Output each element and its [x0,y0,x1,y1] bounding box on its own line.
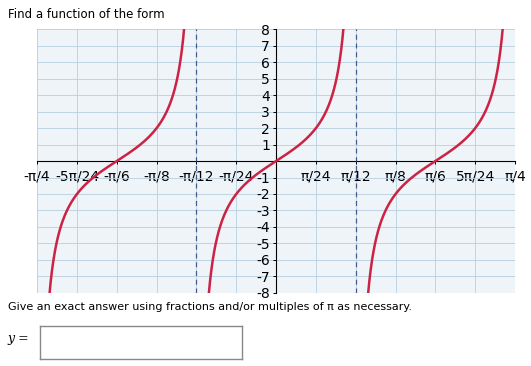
Text: Give an exact answer using fractions and/or multiples of π as necessary.: Give an exact answer using fractions and… [8,302,412,312]
Text: Find a function of the form: Find a function of the form [8,8,168,21]
Text: y =: y = [8,332,30,345]
